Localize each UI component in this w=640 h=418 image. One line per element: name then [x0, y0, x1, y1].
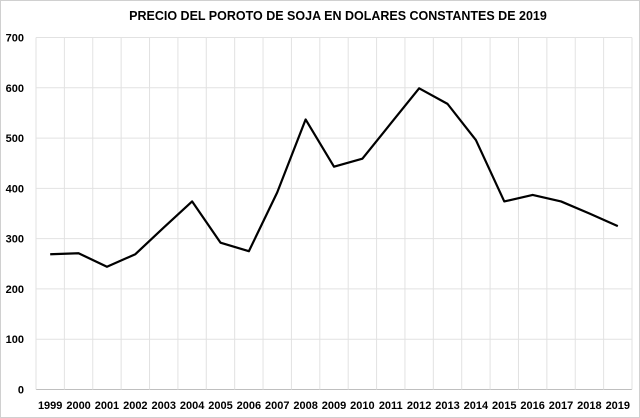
x-tick-label: 1999: [38, 400, 62, 412]
y-tick-label: 500: [6, 133, 24, 145]
chart-title: PRECIO DEL POROTO DE SOJA EN DOLARES CON…: [129, 9, 547, 23]
x-tick-label: 2015: [492, 400, 516, 412]
x-tick-label: 2000: [66, 400, 90, 412]
x-tick-label: 2002: [123, 400, 147, 412]
y-tick-label: 0: [18, 385, 24, 397]
y-tick-label: 700: [6, 33, 24, 45]
y-tick-label: 100: [6, 334, 24, 346]
x-tick-label: 2004: [180, 400, 205, 412]
series-line: [50, 87, 619, 268]
x-tick-label: 2014: [464, 400, 489, 412]
x-tick-label: 2016: [520, 400, 544, 412]
y-tick-label: 600: [6, 83, 24, 95]
x-tick-label: 2003: [151, 400, 175, 412]
x-tick-label: 2009: [322, 400, 346, 412]
x-tick-label: 2011: [379, 400, 403, 412]
x-tick-label: 2007: [265, 400, 289, 412]
x-tick-label: 2010: [350, 400, 374, 412]
x-tick-label: 2012: [407, 400, 431, 412]
x-tick-label: 2008: [293, 400, 317, 412]
x-tick-label: 2006: [237, 400, 261, 412]
y-tick-label: 400: [6, 183, 24, 195]
y-tick-label: 200: [6, 284, 24, 296]
x-tick-label: 2001: [95, 400, 119, 412]
y-tick-label: 300: [6, 234, 24, 246]
x-tick-label: 2017: [549, 400, 573, 412]
x-tick-label: 2005: [208, 400, 232, 412]
x-tick-label: 2018: [577, 400, 601, 412]
x-tick-label: 2013: [435, 400, 459, 412]
x-tick-label: 2019: [606, 400, 630, 412]
